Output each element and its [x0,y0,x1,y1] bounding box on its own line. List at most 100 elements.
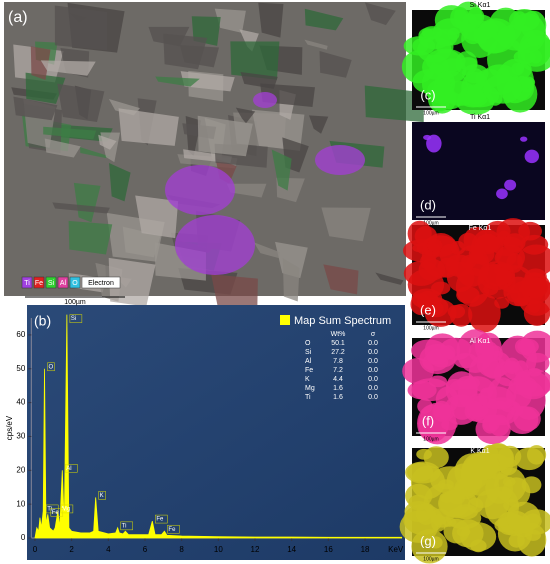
map-signal [482,264,513,287]
sem-grain [258,2,284,38]
legend-text: Si [48,280,55,287]
y-tick-label: 20 [16,465,25,474]
table-cell: 0.0 [368,349,378,356]
x-tick-label: 12 [251,545,260,554]
legend-chip [33,276,45,289]
sem-grain [109,162,131,202]
sem-grain [43,126,97,140]
peak-label-box [50,508,64,517]
panel-label: (a) [8,9,28,26]
ti-region [253,92,277,108]
map-signal [426,134,442,153]
sem-grain [319,51,352,78]
map-label: (g) [420,533,436,548]
x-tick-label: 4 [106,545,111,554]
map-label: (c) [420,87,435,102]
sem-grain [364,85,424,123]
table-header: Wt% [331,331,346,338]
legend-text: Electron [88,280,114,287]
sem-grain [235,107,256,124]
table-cell: 1.6 [333,385,343,392]
y-tick-label: 0 [21,533,26,542]
peak-label-box [47,362,55,372]
sem-grain [308,115,329,134]
legend-text: O [72,280,78,287]
table-cell: 7.2 [333,367,343,374]
sem-grain [226,183,267,198]
table-cell: 4.4 [333,376,343,383]
sem-grain [80,147,111,158]
peak-label-box [60,504,74,514]
map-signal [429,536,443,549]
map-signal [430,466,470,494]
ti-region [175,215,255,275]
map-signal [441,419,458,431]
peak-label-box [98,491,106,500]
legend-text: Ti [24,280,30,287]
x-tick-label: 8 [179,545,184,554]
peak-label: Al [66,466,71,472]
map-signal [421,26,443,40]
map-title: Ti Kα1 [470,114,490,121]
legend-text: Fe [35,280,43,287]
peak-label: K [100,493,104,499]
y-axis-label: cps/eV [5,415,14,440]
peak-label-box [120,521,133,531]
map-signal [478,386,514,410]
map-signal [439,489,478,519]
sem-grain [57,83,105,123]
ti-region [315,145,365,175]
map-scale: 100µm [423,110,438,116]
map-signal [445,254,474,277]
map-signal [432,18,469,46]
map-label: (e) [420,302,436,317]
map-signal [519,76,536,89]
table-cell: 0.0 [368,358,378,365]
map-signal [456,526,471,537]
map-scale: 100µm [423,325,438,331]
map-title: Fe Kα1 [469,225,492,232]
sem-grain [73,182,101,223]
table-cell: 0.0 [368,367,378,374]
map-label: (d) [420,197,436,212]
map-scale: 100µm [423,436,438,442]
sem-grain [68,220,113,255]
map-title: K Kα1 [470,448,489,455]
y-tick-label: 30 [16,432,25,441]
sem-grain [40,60,96,76]
sem-grain [197,115,253,157]
spectrum-line [34,314,403,539]
map-signal [429,63,445,74]
peak-label-box [167,524,180,534]
peak-label: O [49,364,54,370]
peak-label: Fe [52,510,60,516]
map-signal [427,83,457,114]
x-tick-label: 16 [324,545,333,554]
table-cell: O [305,340,311,347]
map-signal [517,244,550,277]
peak-label: Si [71,316,76,322]
map-title: Al Kα1 [470,338,491,345]
map-signal [449,303,473,327]
map-signal [520,136,528,142]
map-signal [527,445,547,465]
sem-grain [304,39,328,50]
table-cell: Ti [305,394,311,401]
map-label: (f) [422,413,434,428]
spectrum-panel [27,305,405,560]
peak-label: Ti [122,523,127,529]
map-signal [496,188,508,200]
sem-grain [180,71,235,92]
sem-grain [230,41,280,80]
table-cell: Al [305,358,312,365]
sem-grain [135,195,179,239]
sem-grain [163,33,208,70]
table-cell: Mg [305,385,315,392]
table-cell: 0.0 [368,385,378,392]
map-scale: 100µm [423,556,438,562]
map-signal [458,232,478,251]
map-signal [455,51,478,76]
legend-chip [21,276,33,289]
